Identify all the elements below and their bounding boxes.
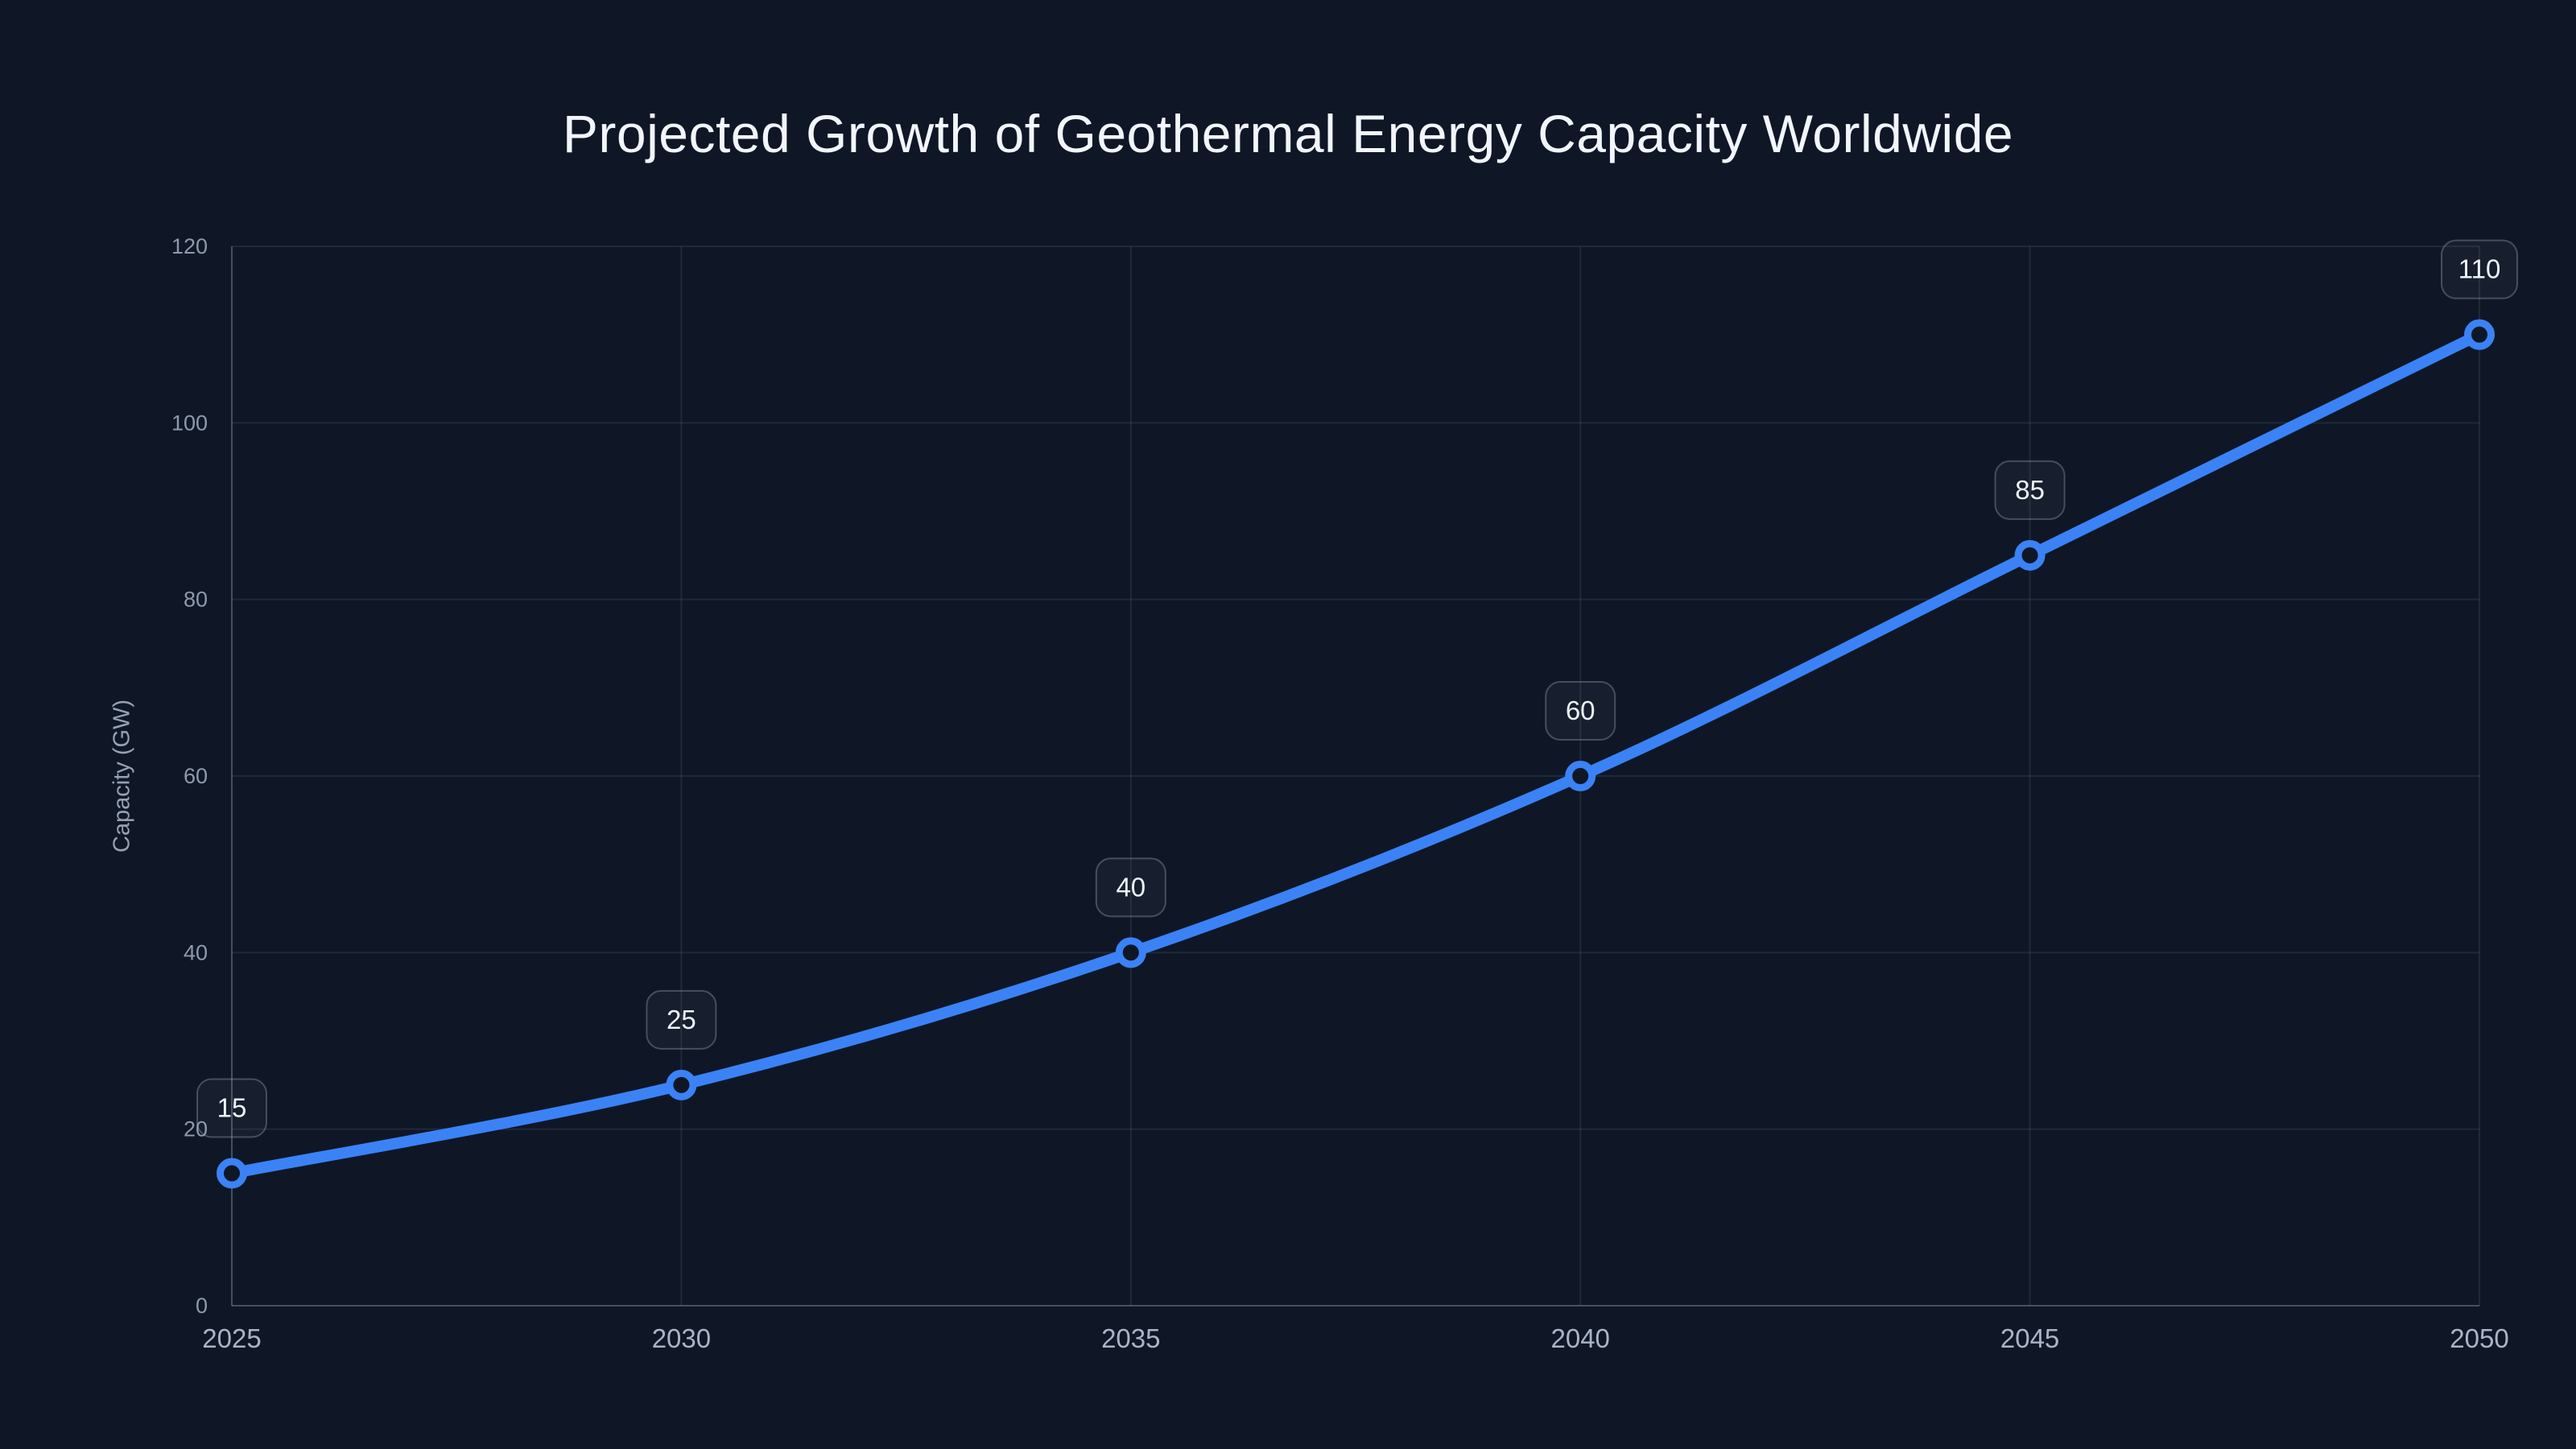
data-point-marker[interactable] xyxy=(2464,319,2495,350)
y-tick-label: 0 xyxy=(196,1294,208,1318)
chart-title: Projected Growth of Geothermal Energy Ca… xyxy=(562,104,2014,163)
data-point-label-box xyxy=(1545,681,1616,741)
x-tick-label: 2040 xyxy=(1550,1323,1609,1353)
data-point-label-box xyxy=(1994,460,2066,520)
data-point-label-box xyxy=(196,1078,267,1138)
x-tick-label: 2050 xyxy=(2450,1323,2508,1353)
y-tick-label: 60 xyxy=(184,764,208,788)
data-point-label: 15 xyxy=(217,1093,247,1123)
y-tick-label: 120 xyxy=(171,234,208,258)
data-point-marker[interactable] xyxy=(1115,937,1146,968)
x-tick-label: 2030 xyxy=(652,1323,711,1353)
data-point-label: 25 xyxy=(667,1005,696,1034)
data-point-label-box xyxy=(646,989,717,1050)
y-tick-label: 100 xyxy=(171,411,208,435)
data-point-marker[interactable] xyxy=(1565,761,1596,791)
data-point-label-box xyxy=(1095,857,1166,918)
data-point-marker[interactable] xyxy=(2014,539,2046,571)
series-line xyxy=(226,328,2485,1179)
data-point-label: 110 xyxy=(2458,254,2501,284)
data-point-marker[interactable] xyxy=(217,1158,247,1189)
y-tick-label: 40 xyxy=(184,940,208,964)
data-point-label: 85 xyxy=(2015,475,2045,505)
data-point-marker[interactable] xyxy=(666,1069,697,1100)
data-point-label: 40 xyxy=(1116,872,1146,902)
y-tick-label: 20 xyxy=(184,1117,208,1141)
x-tick-label: 2025 xyxy=(202,1323,261,1353)
data-point-label: 60 xyxy=(1566,696,1596,725)
data-point-label-box xyxy=(2441,239,2518,299)
x-tick-label: 2035 xyxy=(1101,1323,1160,1353)
x-tick-label: 2045 xyxy=(2000,1323,2059,1353)
y-tick-label: 80 xyxy=(184,588,208,612)
